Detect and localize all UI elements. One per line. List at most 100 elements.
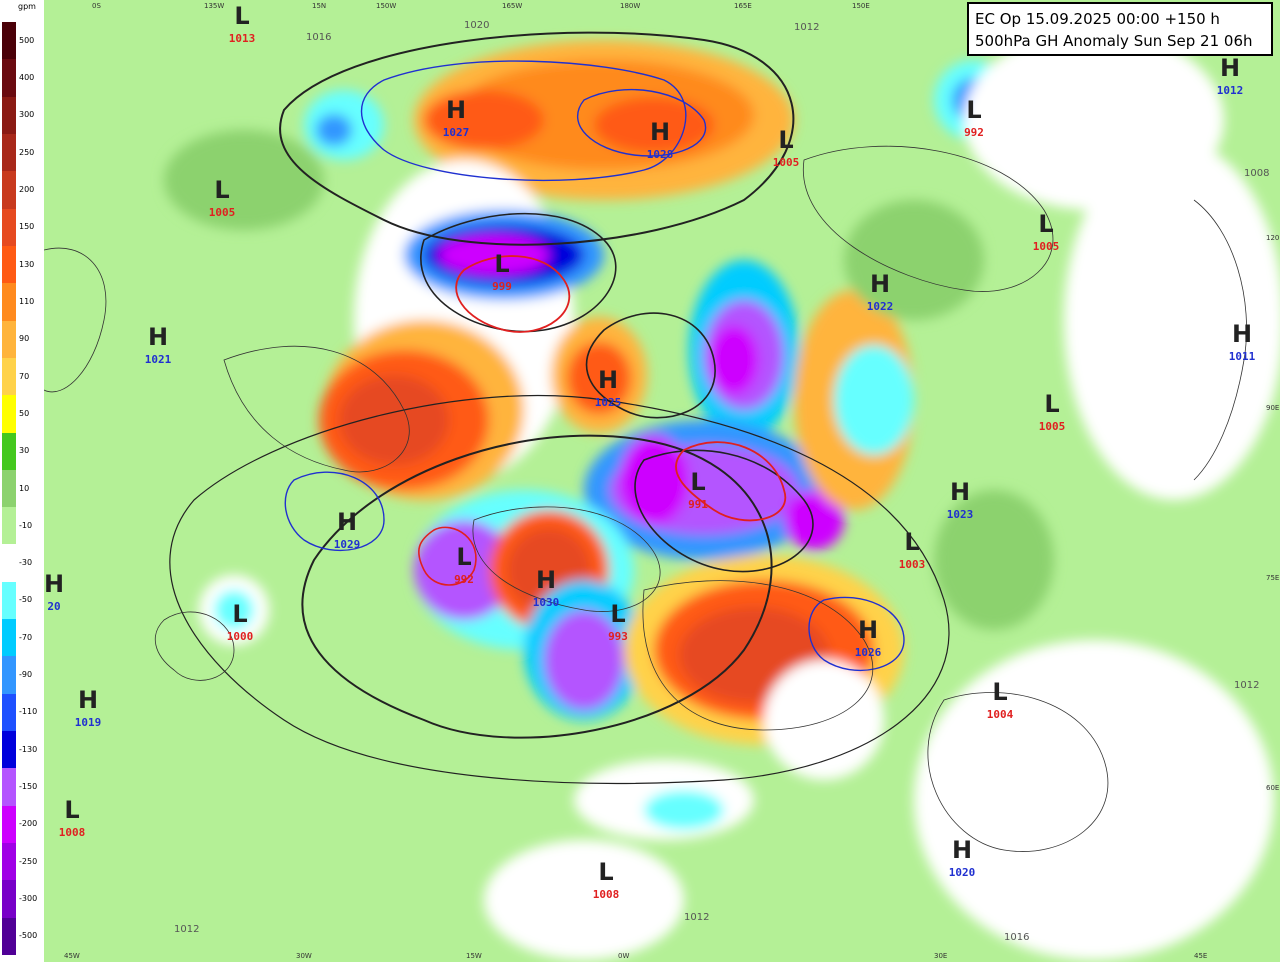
coastline [472, 506, 661, 612]
anomaly-patch [709, 325, 759, 395]
pressure-value: 1000 [227, 630, 254, 643]
anomaly-contour-red [455, 255, 571, 333]
high-pressure-marker: H [950, 478, 970, 506]
color-legend: gpm 500 400 300 250 200 150 130 110 90 70 50 30 10 -1… [0, 0, 44, 962]
anomaly-patch [914, 640, 1274, 960]
legend-label: 70 [19, 371, 30, 381]
legend-swatch [2, 320, 16, 359]
isobar-label: 1012 [794, 22, 819, 33]
anomaly-patch [644, 790, 724, 830]
legend-swatch [2, 917, 16, 956]
coordinate-label: 165E [734, 2, 752, 10]
legend-label: 10 [19, 483, 30, 493]
legend-swatch [2, 619, 16, 657]
anomaly-patch [834, 345, 914, 455]
pressure-value: 1030 [533, 596, 560, 609]
coordinate-label: 135W [204, 2, 224, 10]
legend-label: 30 [19, 446, 30, 456]
coordinate-label: 15W [466, 952, 482, 960]
legend-swatch [2, 59, 16, 98]
isobar-contour [169, 394, 950, 784]
high-pressure-marker: H [44, 570, 64, 598]
pressure-value: 1012 [1217, 84, 1244, 97]
anomaly-patch [619, 435, 689, 525]
coastline [223, 345, 410, 473]
legend-swatch [2, 208, 16, 247]
pressure-value: 1005 [773, 156, 800, 169]
pressure-value: 1023 [947, 508, 974, 521]
pressure-value: 992 [454, 573, 474, 586]
pressure-value: 1022 [867, 300, 894, 313]
legend-swatch [2, 731, 16, 769]
pressure-value: 992 [964, 126, 984, 139]
legend-label: -10 [19, 520, 33, 530]
legend-swatch [2, 880, 16, 919]
low-pressure-marker: L [232, 600, 247, 628]
legend-label: 110 [19, 296, 35, 306]
legend-swatch [2, 133, 16, 172]
isobar-contour [301, 434, 773, 739]
legend-label: -150 [19, 782, 38, 792]
high-pressure-marker: H [148, 323, 168, 351]
anomaly-contour-red [418, 526, 477, 586]
isobar-label: 1016 [1004, 932, 1029, 943]
low-pressure-marker: L [1038, 210, 1053, 238]
legend-unit: gpm [18, 2, 36, 11]
coastline [642, 580, 874, 731]
isobar-contour [279, 31, 795, 246]
high-pressure-marker: H [870, 270, 890, 298]
coordinate-label: 60E [1266, 784, 1279, 792]
anomaly-patch [567, 342, 631, 414]
anomaly-field [164, 30, 1280, 960]
legend-label: 150 [19, 222, 35, 232]
title-line-1: EC Op 15.09.2025 00:00 +150 h [975, 10, 1220, 28]
anomaly-contour-red [675, 441, 787, 522]
pressure-value: 1008 [59, 826, 86, 839]
legend-label: -50 [19, 595, 33, 605]
coordinate-labels: 0S 135W 15N 150W 165W 180W 165E 150E 120E 90E 75E 6… [64, 2, 1280, 960]
coordinate-label: 0S [92, 2, 101, 10]
coordinate-label: 150E [852, 2, 870, 10]
pressure-value: 1028 [647, 148, 674, 161]
pressure-value: 993 [608, 630, 628, 643]
low-pressure-marker: L [64, 796, 79, 824]
anomaly-patch [414, 520, 514, 620]
high-pressure-marker: H [1220, 54, 1240, 82]
legend-label: 250 [19, 147, 35, 157]
legend-label: -200 [19, 819, 38, 829]
anomaly-contour-blue [360, 60, 687, 182]
anomaly-patch [964, 30, 1224, 210]
coordinate-label: 45E [1194, 952, 1207, 960]
anomaly-patch [339, 375, 449, 465]
legend-swatch [2, 507, 16, 545]
pressure-value: 1013 [229, 32, 256, 45]
map-canvas: L 1013 H 1027 H 1028 L 1005 L 992 H 1012 L 1005 L 1005 L… [44, 0, 1280, 962]
legend-swatch [2, 581, 16, 620]
anomaly-patch [316, 114, 352, 146]
legend-label: -30 [19, 558, 33, 568]
coastline [1193, 199, 1247, 481]
anomaly-contour-blue [577, 88, 707, 157]
coordinate-label: 45W [64, 952, 80, 960]
legend-label: 400 [19, 72, 35, 82]
coordinate-label: 120E [1266, 234, 1280, 242]
anomaly-contour-blue [808, 596, 905, 672]
anomaly-patch [484, 840, 684, 960]
legend-label: -130 [19, 744, 38, 754]
coordinate-label: 150W [376, 2, 396, 10]
pressure-value: 1026 [855, 646, 882, 659]
coordinate-label: 30E [934, 952, 947, 960]
low-pressure-marker: L [456, 543, 471, 571]
low-pressure-marker: L [966, 96, 981, 124]
low-pressure-marker: L [234, 2, 249, 30]
legend-swatch [2, 544, 16, 583]
legend-label: 50 [19, 408, 30, 418]
low-pressure-marker: L [214, 176, 229, 204]
high-pressure-marker: H [952, 836, 972, 864]
legend-swatch [2, 357, 16, 396]
anomaly-patch [544, 610, 624, 710]
pressure-labels: L 1013 H 1027 H 1028 L 1005 L 992 H 1012 L 1005 L 1005 L… [44, 2, 1256, 901]
low-pressure-marker: L [494, 250, 509, 278]
low-pressure-marker: L [610, 600, 625, 628]
pressure-value: 1029 [334, 538, 361, 551]
